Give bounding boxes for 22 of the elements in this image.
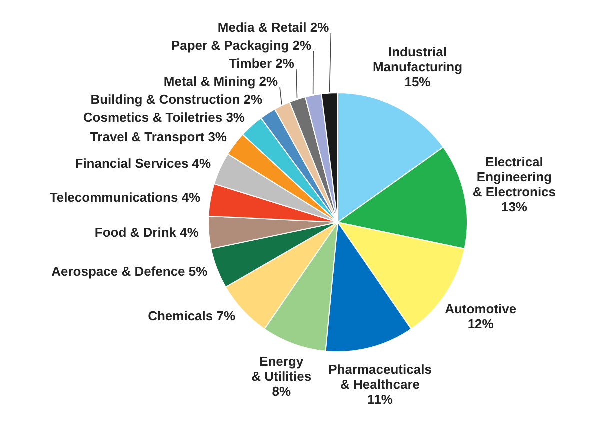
data-label: 11% xyxy=(368,392,394,407)
slice-label: Paper & Packaging 2% xyxy=(171,38,312,54)
data-label: 8% xyxy=(272,384,292,400)
slice-label: Industrial Manufacturing xyxy=(372,44,463,74)
slice-label: Energy & Utilities xyxy=(252,354,312,384)
slice-label: Financial Services 4% xyxy=(75,156,212,172)
data-label: 12% xyxy=(468,316,494,332)
slice-label: Automotive xyxy=(445,302,517,317)
slice-label: Aerospace & Defence 5% xyxy=(52,264,208,279)
slice-label: Metal & Mining 2% xyxy=(164,74,278,90)
slice-label: Pharmaceuticals & Healthcare xyxy=(328,362,432,392)
slice-label: Food & Drink 4% xyxy=(94,225,200,240)
data-label: 15% xyxy=(404,74,432,90)
slice-label: Cosmetics & Toiletries 3% xyxy=(83,110,246,126)
slice-label: Telecommunications 4% xyxy=(50,190,202,205)
slice-label: Electrical Engineering & Electronics xyxy=(472,154,556,200)
slice-label: Timber 2% xyxy=(228,56,295,72)
slice-label: Chemicals 7% xyxy=(148,308,236,324)
slice-label: Building & Construction 2% xyxy=(90,92,264,108)
slice-label: Media & Retail 2% xyxy=(218,20,330,36)
slice-label: Travel & Transport 3% xyxy=(90,130,228,145)
data-label: 13% xyxy=(501,200,528,215)
